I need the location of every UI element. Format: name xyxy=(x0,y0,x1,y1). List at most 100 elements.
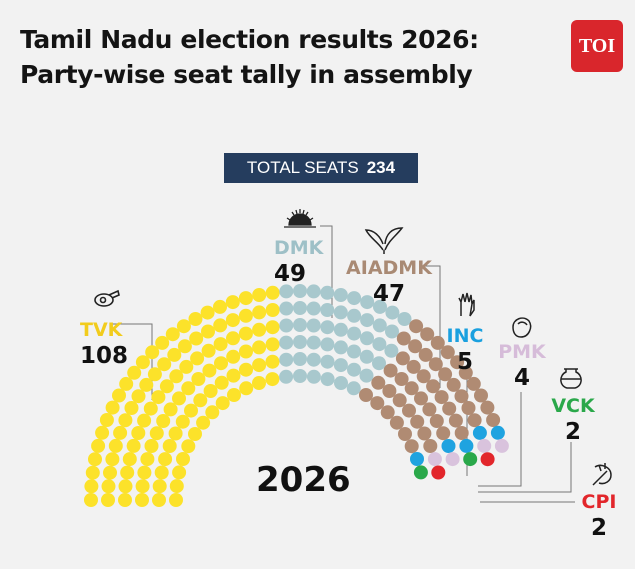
seat-dot-aiadmk xyxy=(454,389,469,404)
seat-dot-aiadmk xyxy=(380,405,395,420)
seat-dot-tvk xyxy=(126,438,141,453)
seat-dot-dmk xyxy=(320,337,335,352)
seat-dot-aiadmk xyxy=(438,367,453,382)
seat-dot-aiadmk xyxy=(448,413,463,428)
seat-dot-dmk xyxy=(347,344,361,359)
seat-dot-dmk xyxy=(293,352,307,366)
seat-dot-dmk xyxy=(293,369,307,383)
seat-dot-dmk xyxy=(306,284,321,299)
seat-dot-tvk xyxy=(265,303,280,317)
seat-dot-aiadmk xyxy=(406,359,421,374)
logo-text: TOI xyxy=(578,34,616,57)
seat-dot-tvk xyxy=(201,324,215,339)
seat-dot-tvk xyxy=(265,337,280,352)
seat-dot-aiadmk xyxy=(450,355,465,370)
label-vck: VCK 2 xyxy=(545,394,601,446)
seat-dot-tvk xyxy=(176,452,190,466)
seat-dot-aiadmk xyxy=(359,388,373,402)
seat-dot-aiadmk xyxy=(383,363,398,378)
chart-title: Tamil Nadu election results 2026: Party-… xyxy=(20,22,560,92)
seat-dot-dmk xyxy=(360,331,374,346)
seat-dot-aiadmk xyxy=(382,384,397,398)
seat-dot-dmk xyxy=(334,376,348,390)
seat-dot-tvk xyxy=(135,355,150,370)
label-dmk: DMK 49 xyxy=(274,236,323,288)
mango-icon xyxy=(512,317,532,338)
party-name-inc: INC xyxy=(446,325,484,347)
seat-dot-tvk xyxy=(118,413,133,428)
seat-dot-tvk xyxy=(113,425,128,440)
seat-dot-tvk xyxy=(226,349,241,364)
seat-dot-tvk xyxy=(124,401,139,415)
seat-dot-tvk xyxy=(137,413,152,428)
seat-dot-tvk xyxy=(215,396,230,411)
seat-dot-tvk xyxy=(239,362,253,377)
seat-dot-tvk xyxy=(168,426,183,441)
seat-dot-tvk xyxy=(143,401,158,416)
seat-dot-tvk xyxy=(265,354,280,369)
seat-dot-aiadmk xyxy=(371,375,386,390)
seat-dot-tvk xyxy=(193,393,208,408)
seat-dot-tvk xyxy=(169,369,184,384)
seat-dot-dmk xyxy=(279,335,294,350)
seat-dot-aiadmk xyxy=(458,365,473,380)
seat-dot-tvk xyxy=(99,413,114,427)
leader-line-pmk xyxy=(478,392,522,487)
seat-dot-aiadmk xyxy=(395,351,410,366)
seat-dot-tvk xyxy=(131,426,146,440)
seat-dot-tvk xyxy=(188,312,203,326)
seat-dot-tvk xyxy=(202,363,217,378)
seat-dot-tvk xyxy=(196,415,211,430)
seat-dot-aiadmk xyxy=(414,391,428,406)
label-inc: INC 5 xyxy=(443,324,487,376)
seat-dot-dmk xyxy=(306,301,321,316)
seat-dot-dmk xyxy=(293,335,307,349)
seat-dot-tvk xyxy=(158,452,173,467)
seat-dot-dmk xyxy=(347,326,362,341)
party-seats-dmk: 49 xyxy=(274,261,307,287)
hand-icon xyxy=(458,292,475,317)
seat-dot-aiadmk xyxy=(389,415,404,430)
party-name-vck: VCK xyxy=(551,395,595,417)
seat-dot-dmk xyxy=(279,369,294,384)
seat-dot-dmk xyxy=(279,284,294,299)
seat-dot-tvk xyxy=(188,427,202,441)
title-line-2: Party-wise seat tally in assembly xyxy=(20,60,473,89)
seat-dot-tvk xyxy=(95,425,110,440)
seat-dot-tvk xyxy=(119,376,134,391)
seat-dot-tvk xyxy=(144,439,159,453)
seat-dot-aiadmk xyxy=(466,376,481,391)
toi-logo: TOI xyxy=(571,20,623,72)
seat-dot-tvk xyxy=(238,291,253,306)
seat-dot-pmk xyxy=(477,438,492,453)
seat-dot-dmk xyxy=(372,318,387,333)
seat-dot-dmk xyxy=(347,362,361,377)
seat-dot-tvk xyxy=(152,479,167,494)
seat-dot-dmk xyxy=(306,318,321,333)
seat-dot-tvk xyxy=(163,402,178,417)
seat-dot-tvk xyxy=(139,377,154,392)
total-seats-badge: TOTAL SEATS 234 xyxy=(224,153,418,183)
label-pmk: PMK 4 xyxy=(494,340,550,392)
seat-dot-tvk xyxy=(135,479,150,494)
seat-dot-tvk xyxy=(214,375,229,390)
seat-dot-aiadmk xyxy=(423,439,438,453)
total-seats-value: 234 xyxy=(366,158,396,177)
seat-dot-tvk xyxy=(184,403,198,418)
seat-dot-tvk xyxy=(189,331,204,346)
seat-dot-tvk xyxy=(252,305,267,320)
party-name-pmk: PMK xyxy=(498,341,546,363)
total-seats-label: TOTAL SEATS xyxy=(246,158,359,177)
seat-dot-tvk xyxy=(181,439,196,454)
seat-dot-tvk xyxy=(252,288,267,302)
seat-dot-tvk xyxy=(226,331,240,346)
seat-dot-dmk xyxy=(373,299,387,314)
seat-dot-aiadmk xyxy=(442,401,457,416)
seat-dot-tvk xyxy=(155,335,170,350)
seat-dot-dmk xyxy=(347,308,362,323)
seat-dot-tvk xyxy=(88,452,102,467)
seat-dot-tvk xyxy=(118,479,133,494)
seat-dot-aiadmk xyxy=(480,400,495,415)
seat-dot-tvk xyxy=(265,320,280,335)
